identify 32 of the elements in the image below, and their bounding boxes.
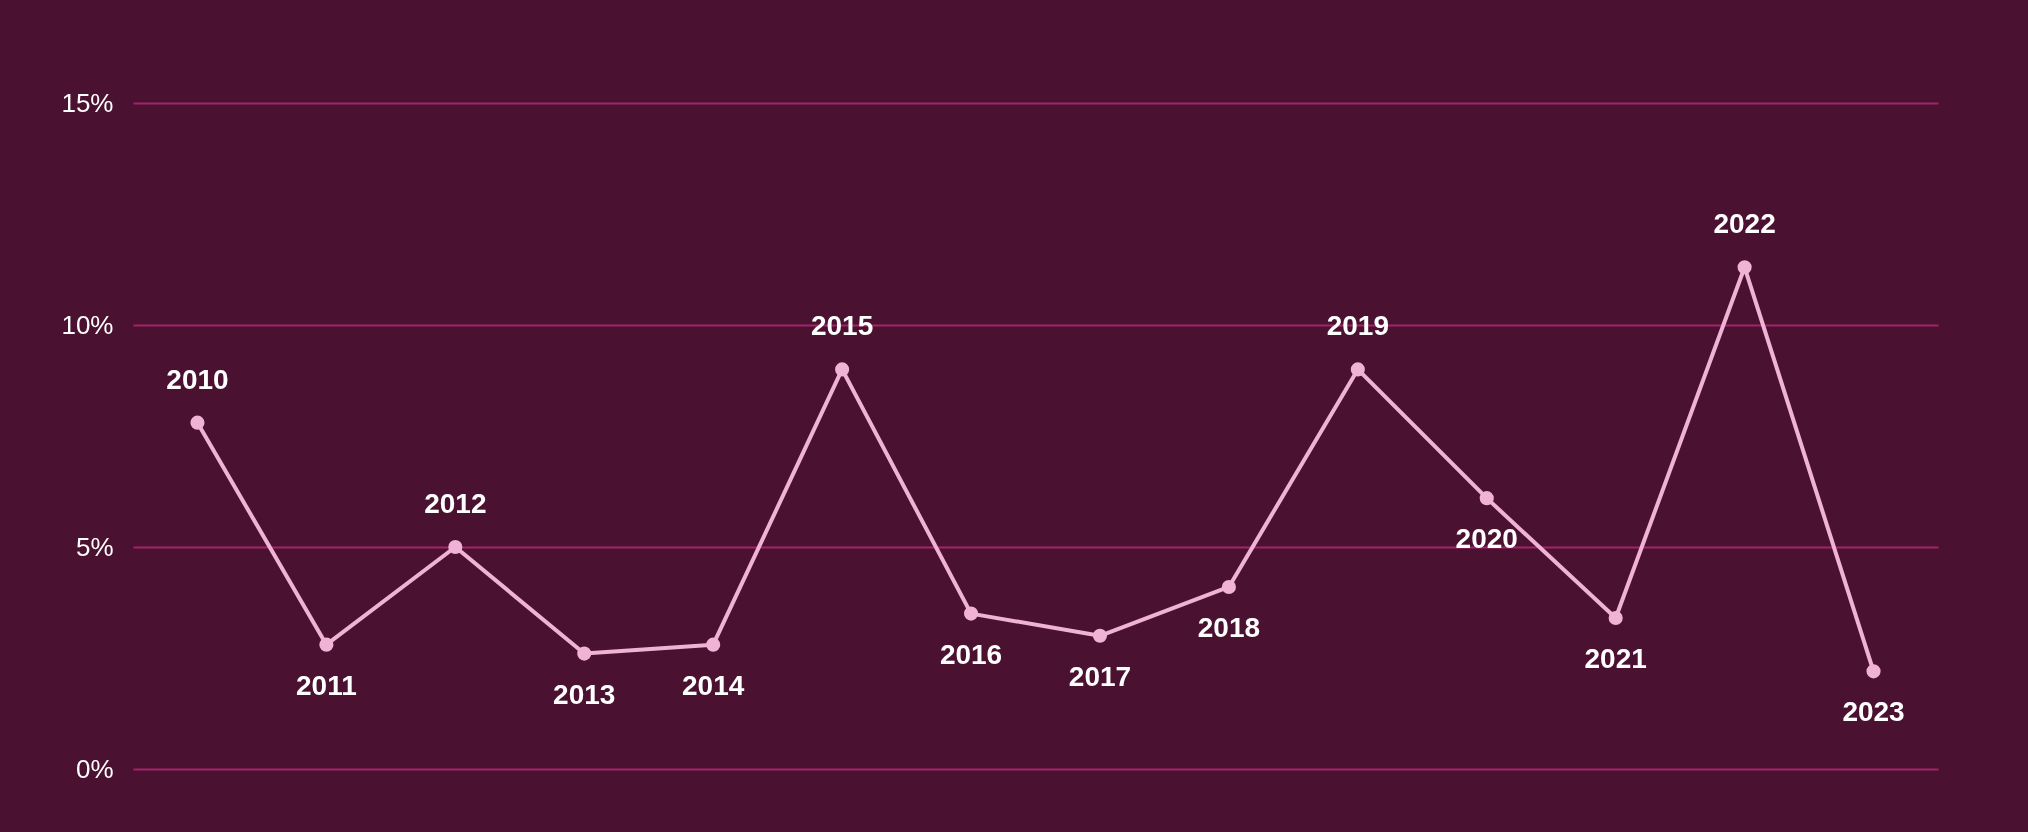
y-tick-label: 10% [61, 309, 114, 340]
point [1350, 362, 1365, 377]
point [706, 637, 721, 652]
point [1479, 491, 1494, 506]
point [1737, 260, 1752, 275]
x-tick-label: 2019 [1326, 310, 1389, 342]
x-tick-label: 2015 [810, 310, 874, 342]
x-tick-label: 2018 [1197, 611, 1261, 643]
y-tick-label: 15% [61, 87, 114, 118]
x-tick-label: 2010 [166, 363, 229, 395]
point [1608, 610, 1623, 626]
x-tick-label: 2020 [1455, 523, 1518, 555]
x-tick-label: 2013 [553, 678, 616, 710]
x-tick-label: 2011 [296, 669, 357, 701]
point [963, 606, 979, 621]
point [190, 415, 205, 430]
x-tick-label: 2021 [1584, 643, 1647, 675]
point [319, 637, 334, 652]
point [835, 362, 850, 377]
x-tick-label: 2022 [1713, 208, 1776, 240]
point [1221, 579, 1236, 595]
point [1866, 664, 1881, 679]
point [577, 646, 592, 661]
point [1092, 628, 1108, 643]
x-tick-label: 2017 [1068, 660, 1132, 692]
y-tick-label: 0% [75, 753, 114, 784]
point [448, 539, 463, 555]
x-tick-label: 2012 [424, 488, 487, 519]
x-tick-label: 2014 [682, 669, 745, 701]
x-tick-label: 2016 [939, 638, 1003, 670]
x-tick-label: 2023 [1842, 696, 1905, 728]
y-tick-label: 5% [75, 531, 114, 562]
